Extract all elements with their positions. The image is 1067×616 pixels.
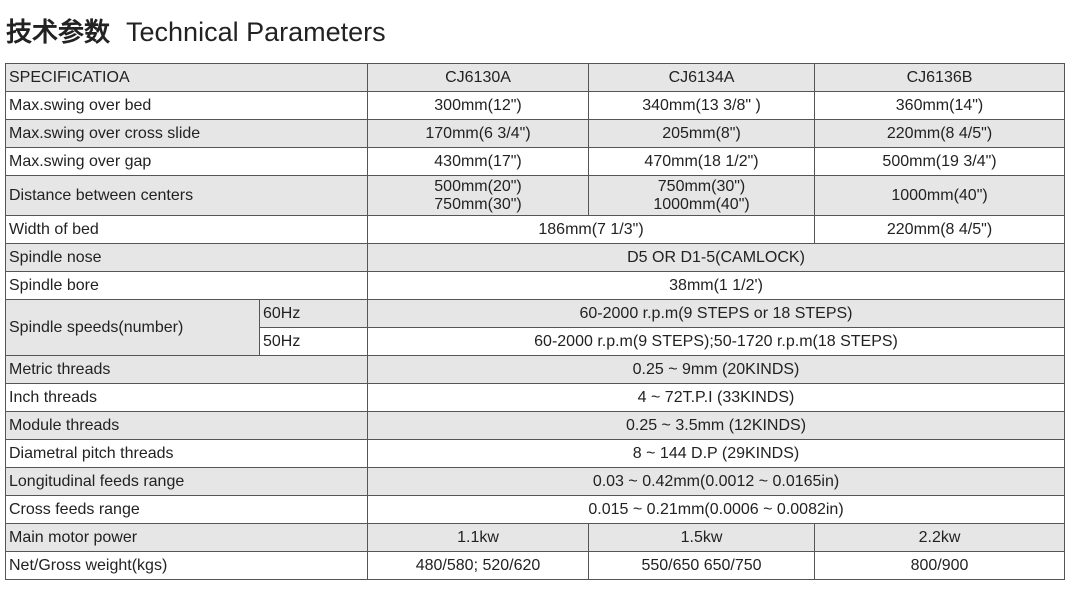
- table-row: Max.swing over cross slide 170mm(6 3/4")…: [4, 119, 1066, 148]
- cell: 220mm(8 4/5"): [814, 119, 1066, 148]
- row-label: Spindle speeds(number): [5, 299, 260, 356]
- cell: D5 OR D1-5(CAMLOCK): [367, 243, 1066, 272]
- cell: 1.5kw: [588, 523, 816, 552]
- row-label: Max.swing over bed: [4, 91, 369, 120]
- header-row: SPECIFICATIOA CJ6130A CJ6134A CJ6136B: [4, 63, 1066, 92]
- title-chinese: 技术参数: [6, 18, 111, 48]
- table-row: 50Hz 60-2000 r.p.m(9 STEPS);50-1720 r.p.…: [6, 327, 1066, 356]
- cell: 205mm(8"): [588, 119, 816, 148]
- cell: 60-2000 r.p.m(9 STEPS or 18 STEPS): [367, 299, 1066, 328]
- row-label: Longitudinal feeds range: [4, 467, 369, 496]
- table-row: Diametral pitch threads 8 ~ 144 D.P (29K…: [4, 439, 1066, 468]
- cell: 750mm(30") 1000mm(40"): [588, 175, 816, 216]
- row-label: Width of bed: [4, 215, 369, 244]
- sub-label: 60Hz: [258, 299, 369, 328]
- cell: 1000mm(40"): [814, 175, 1066, 216]
- table-row: Max.swing over gap 430mm(17") 470mm(18 1…: [4, 147, 1066, 176]
- cell: 186mm(7 1/3"): [367, 215, 816, 244]
- row-label: Distance between centers: [4, 175, 369, 216]
- row-label: Max.swing over cross slide: [4, 119, 369, 148]
- cell: 0.25 ~ 9mm (20KINDS): [367, 355, 1066, 384]
- cell: 480/580; 520/620: [367, 551, 590, 580]
- cell: 170mm(6 3/4"): [367, 119, 590, 148]
- table-row: Module threads 0.25 ~ 3.5mm (12KINDS): [4, 411, 1066, 440]
- model-header: CJ6130A: [367, 63, 590, 92]
- cell: 220mm(8 4/5"): [814, 215, 1066, 244]
- cell: 430mm(17"): [367, 147, 590, 176]
- cell: 500mm(19 3/4"): [814, 147, 1066, 176]
- row-label: Net/Gross weight(kgs): [4, 551, 369, 580]
- table-row: Cross feeds range 0.015 ~ 0.21mm(0.0006 …: [4, 495, 1066, 524]
- row-label: Cross feeds range: [4, 495, 369, 524]
- table-row: Spindle speeds(number) 60Hz 60-2000 r.p.…: [5, 299, 1066, 356]
- cell: 8 ~ 144 D.P (29KINDS): [367, 439, 1066, 468]
- table-row: Metric threads 0.25 ~ 9mm (20KINDS): [4, 355, 1066, 384]
- table-row: Distance between centers 500mm(20") 750mm…: [4, 175, 1066, 216]
- cell: 550/650 650/750: [588, 551, 816, 580]
- row-label: Inch threads: [4, 383, 369, 412]
- cell: 2.2kw: [814, 523, 1066, 552]
- table-row: Longitudinal feeds range 0.03 ~ 0.42mm(0…: [4, 467, 1066, 496]
- cell: 800/900: [814, 551, 1066, 580]
- row-label: Main motor power: [4, 523, 369, 552]
- cell-line: 1000mm(40"): [653, 195, 750, 213]
- title-english: Technical Parameters: [126, 17, 386, 47]
- cell: 340mm(13 3/8" ): [588, 91, 816, 120]
- cell: 360mm(14"): [814, 91, 1066, 120]
- cell: 0.25 ~ 3.5mm (12KINDS): [367, 411, 1066, 440]
- cell: 470mm(18 1/2"): [588, 147, 816, 176]
- table-row: Spindle bore 38mm(1 1/2'): [4, 271, 1066, 300]
- cell-line: 750mm(30"): [434, 195, 522, 213]
- row-label: Metric threads: [4, 355, 369, 384]
- table-row: Max.swing over bed 300mm(12") 340mm(13 3…: [4, 91, 1066, 120]
- cell-line: 750mm(30"): [657, 177, 746, 195]
- cell: 500mm(20") 750mm(30"): [367, 175, 590, 216]
- row-label: Diametral pitch threads: [4, 439, 369, 468]
- sub-label: 50Hz: [258, 327, 369, 356]
- row-label: Module threads: [4, 411, 369, 440]
- row-label: Spindle nose: [4, 243, 369, 272]
- header-label: SPECIFICATIOA: [4, 63, 369, 92]
- cell: 0.03 ~ 0.42mm(0.0012 ~ 0.0165in): [367, 467, 1066, 496]
- cell: 4 ~ 72T.P.I (33KINDS): [367, 383, 1066, 412]
- cell-line: 500mm(20"): [434, 177, 522, 195]
- table-row: Net/Gross weight(kgs) 480/580; 520/620 5…: [4, 551, 1066, 580]
- table-row: Spindle nose D5 OR D1-5(CAMLOCK): [4, 243, 1066, 272]
- table-row: Inch threads 4 ~ 72T.P.I (33KINDS): [4, 383, 1066, 412]
- spec-table: SPECIFICATIOA CJ6130A CJ6134A CJ6136B Ma…: [4, 63, 1066, 580]
- cell: 60-2000 r.p.m(9 STEPS);50-1720 r.p.m(18 …: [367, 327, 1066, 356]
- row-label: Max.swing over gap: [4, 147, 369, 176]
- model-header: CJ6134A: [588, 63, 816, 92]
- model-header: CJ6136B: [814, 63, 1066, 92]
- cell: 0.015 ~ 0.21mm(0.0006 ~ 0.0082in): [367, 495, 1066, 524]
- table-row: Main motor power 1.1kw 1.5kw 2.2kw: [4, 523, 1066, 552]
- cell: 300mm(12"): [367, 91, 590, 120]
- cell: 1.1kw: [367, 523, 590, 552]
- row-label: Spindle bore: [4, 271, 369, 300]
- table-row: Width of bed 186mm(7 1/3") 220mm(8 4/5"): [4, 215, 1066, 244]
- cell: 38mm(1 1/2'): [367, 271, 1066, 300]
- page-title: 技术参数 Technical Parameters: [6, 12, 386, 49]
